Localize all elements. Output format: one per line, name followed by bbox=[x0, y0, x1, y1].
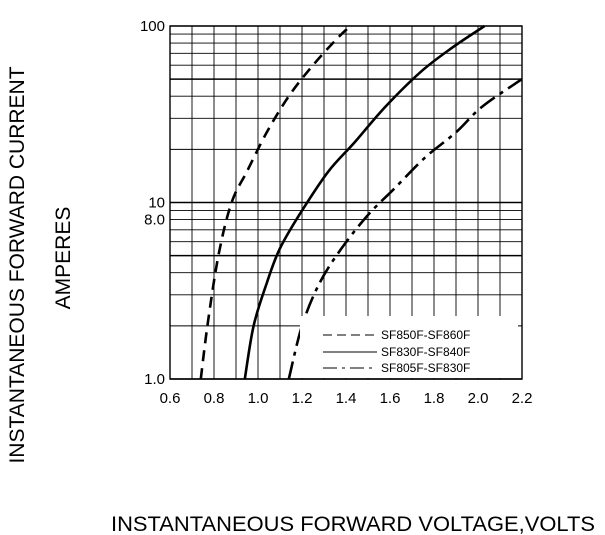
legend: SF850F-SF860F SF830F-SF840F SF805F-SF830… bbox=[300, 316, 518, 378]
x-tick-label: 1.6 bbox=[380, 390, 401, 407]
plot-frame bbox=[169, 25, 523, 380]
legend-label-sf805f-sf830f: SF805F-SF830F bbox=[381, 361, 470, 375]
y-tick-label: 100 bbox=[140, 18, 165, 35]
x-tick-label: 2.0 bbox=[468, 390, 489, 407]
legend-label-sf850f-sf860f: SF850F-SF860F bbox=[381, 328, 470, 342]
series-line-sf830f-sf840f bbox=[243, 24, 486, 380]
series-line-sf805f-sf830f bbox=[287, 78, 523, 380]
legend-label-sf830f-sf840f: SF830F-SF840F bbox=[381, 345, 470, 359]
x-tick-label: 1.8 bbox=[424, 390, 445, 407]
series-lines bbox=[199, 24, 523, 380]
x-tick-label: 1.4 bbox=[336, 390, 357, 407]
y-tick-label: 1.0 bbox=[144, 371, 165, 388]
x-axis-label: INSTANTANEOUS FORWARD VOLTAGE,VOLTS bbox=[111, 513, 595, 535]
x-tick-label: 1.2 bbox=[292, 390, 313, 407]
x-tick-label: 1.0 bbox=[248, 390, 269, 407]
tick-labels: 0.6 0.8 1.0 1.2 1.4 1.6 1.8 2.0 2.2 1.0 8.010 100 bbox=[140, 18, 532, 407]
x-tick-label: 0.8 bbox=[204, 390, 225, 407]
y-tick-label: 8.0 bbox=[144, 212, 165, 229]
y-axis-label-units: AMPERES bbox=[52, 207, 75, 310]
y-axis-label: INSTANTANEOUS FORWARD CURRENT bbox=[6, 66, 29, 463]
y-tick-label: 10 bbox=[148, 195, 165, 212]
x-tick-label: 0.6 bbox=[160, 390, 181, 407]
x-tick-label: 2.2 bbox=[512, 390, 533, 407]
